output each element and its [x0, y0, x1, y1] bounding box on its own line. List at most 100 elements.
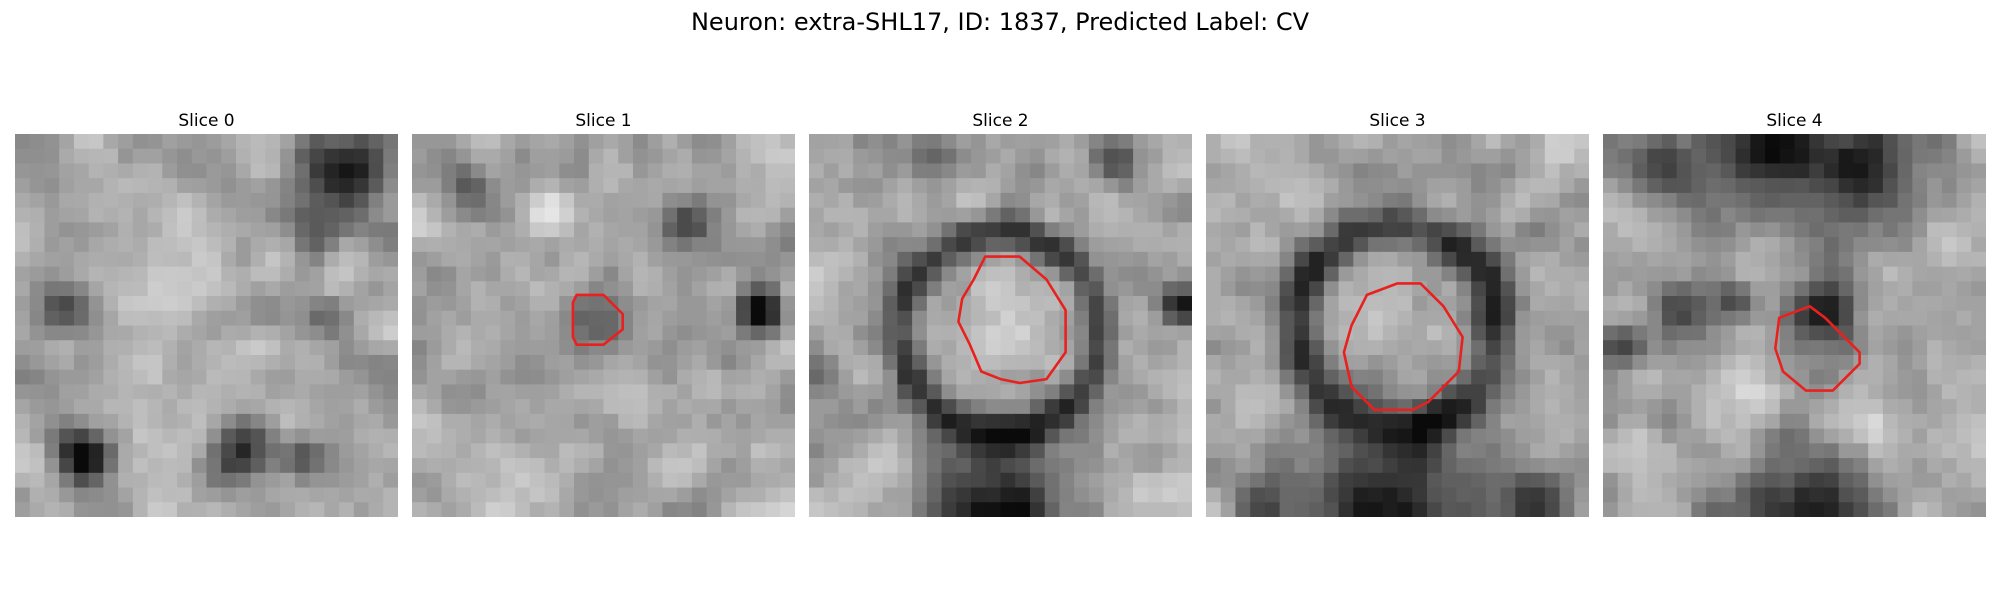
- pixel-cell: [926, 296, 943, 312]
- pixel-cell: [544, 472, 560, 489]
- pixel-cell: [1088, 399, 1105, 415]
- pixel-cell: [912, 266, 928, 282]
- pixel-cell: [662, 281, 678, 297]
- pixel-cell: [632, 502, 649, 517]
- pixel-cell: [1971, 399, 1986, 415]
- pixel-cell: [1530, 487, 1546, 503]
- pixel-cell: [206, 266, 222, 282]
- pixel-cell: [926, 458, 943, 474]
- pixel-cell: [1956, 325, 1972, 341]
- pixel-cell: [162, 207, 178, 223]
- pixel-cell: [1441, 266, 1458, 282]
- pixel-cell: [1426, 266, 1443, 282]
- pixel-cell: [1264, 222, 1281, 238]
- pixel-cell: [1706, 369, 1722, 386]
- pixel-cell: [15, 340, 31, 356]
- pixel-cell: [721, 399, 737, 415]
- pixel-cell: [280, 310, 296, 327]
- pixel-cell: [1368, 325, 1384, 341]
- pixel-cell: [662, 340, 678, 356]
- pixel-cell: [1794, 163, 1810, 179]
- pixel-cell: [603, 134, 619, 150]
- pixel-cell: [1603, 428, 1619, 444]
- pixel-cell: [1088, 384, 1105, 400]
- pixel-cell: [221, 266, 237, 282]
- pixel-cell: [1220, 310, 1237, 327]
- pixel-cell: [1441, 502, 1458, 517]
- pixel-cell: [721, 192, 737, 209]
- pixel-cell: [1515, 487, 1531, 503]
- pixel-cell: [1500, 354, 1516, 371]
- pixel-cell: [1530, 134, 1546, 150]
- pixel-cell: [926, 192, 943, 209]
- pixel-cell: [147, 340, 163, 356]
- pixel-cell: [1941, 413, 1958, 430]
- pixel-cell: [1235, 192, 1251, 209]
- pixel-cell: [1559, 384, 1575, 400]
- pixel-cell: [956, 413, 972, 430]
- pixel-cell: [1559, 251, 1575, 268]
- pixel-cell: [235, 148, 252, 165]
- pixel-cell: [1868, 340, 1884, 356]
- pixel-cell: [1397, 369, 1413, 386]
- pixel-cell: [926, 148, 943, 165]
- pixel-cell: [897, 443, 913, 459]
- pixel-cell: [544, 310, 560, 327]
- pixel-cell: [926, 222, 943, 238]
- pixel-cell: [1941, 325, 1958, 341]
- pixel-cell: [1441, 192, 1458, 209]
- pixel-cell: [1485, 428, 1502, 444]
- pixel-cell: [1661, 413, 1678, 430]
- pixel-cell: [1118, 222, 1134, 238]
- pixel-cell: [529, 354, 546, 371]
- pixel-cell: [265, 296, 281, 312]
- pixel-cell: [1661, 296, 1678, 312]
- pixel-cell: [1133, 281, 1149, 297]
- pixel-cell: [280, 192, 296, 209]
- pixel-cell: [1044, 325, 1061, 341]
- pixel-cell: [191, 487, 208, 503]
- pixel-cell: [780, 399, 795, 415]
- pixel-cell: [15, 413, 31, 430]
- pixel-cell: [147, 413, 163, 430]
- pixel-cell: [426, 266, 443, 282]
- pixel-cell: [485, 340, 501, 356]
- pixel-cell: [1691, 266, 1707, 282]
- pixel-cell: [280, 222, 296, 238]
- pixel-cell: [1015, 296, 1031, 312]
- pixel-cell: [1515, 148, 1531, 165]
- pixel-cell: [853, 296, 869, 312]
- pixel-cell: [339, 222, 355, 238]
- pixel-cell: [368, 325, 384, 341]
- pixel-cell: [1118, 428, 1134, 444]
- pixel-cell: [515, 502, 531, 517]
- pixel-cell: [603, 502, 619, 517]
- pixel-cell: [736, 502, 752, 517]
- pixel-cell: [206, 472, 222, 489]
- pixel-cell: [1882, 458, 1899, 474]
- pixel-cell: [324, 222, 340, 238]
- pixel-cell: [809, 369, 825, 386]
- pixel-cell: [941, 502, 957, 517]
- pixel-cell: [618, 428, 634, 444]
- pixel-cell: [618, 472, 634, 489]
- pixel-cell: [985, 310, 1002, 327]
- pixel-cell: [456, 296, 472, 312]
- pixel-cell: [147, 443, 163, 459]
- pixel-cell: [1059, 428, 1075, 444]
- pixel-cell: [1382, 413, 1399, 430]
- pixel-cell: [838, 163, 854, 179]
- pixel-cell: [1279, 399, 1295, 415]
- pixel-cell: [1735, 310, 1751, 327]
- pixel-cell: [1397, 340, 1413, 356]
- pixel-cell: [191, 325, 208, 341]
- pixel-cell: [1765, 458, 1781, 474]
- pixel-cell: [1353, 192, 1369, 209]
- pixel-cell: [1456, 384, 1472, 400]
- pixel-cell: [1897, 266, 1913, 282]
- pixel-cell: [1794, 502, 1810, 517]
- pixel-cell: [721, 340, 737, 356]
- pixel-cell: [677, 207, 693, 223]
- pixel-cell: [1750, 384, 1766, 400]
- pixel-cell: [1426, 413, 1443, 430]
